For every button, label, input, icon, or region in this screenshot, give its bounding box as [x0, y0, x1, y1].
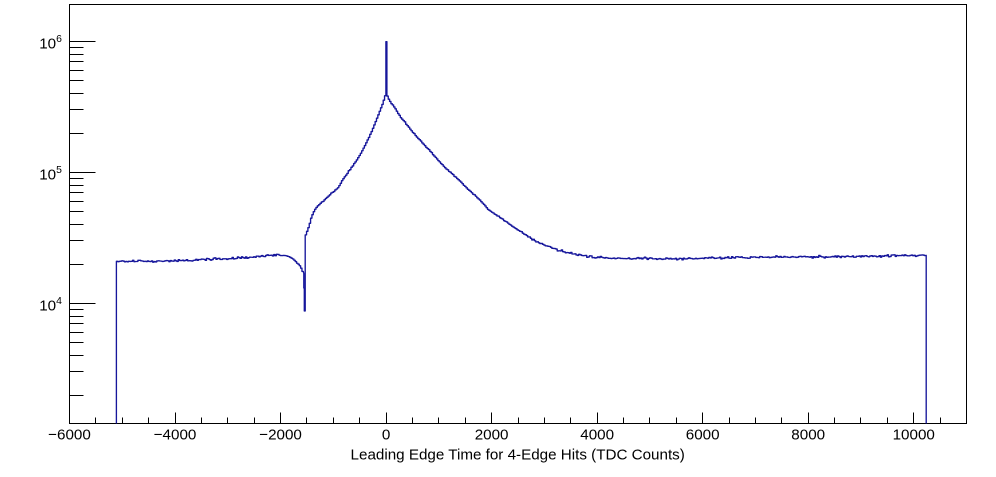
- svg-text:−6000: −6000: [48, 427, 91, 444]
- svg-text:6000: 6000: [686, 427, 720, 444]
- svg-text:10000: 10000: [893, 427, 935, 444]
- svg-text:0: 0: [382, 427, 390, 444]
- svg-text:Leading Edge Time for 4-Edge H: Leading Edge Time for 4-Edge Hits (TDC C…: [351, 447, 685, 464]
- svg-text:4000: 4000: [580, 427, 614, 444]
- svg-text:2000: 2000: [475, 427, 509, 444]
- svg-text:−2000: −2000: [259, 427, 302, 444]
- svg-text:−4000: −4000: [154, 427, 197, 444]
- svg-text:8000: 8000: [791, 427, 825, 444]
